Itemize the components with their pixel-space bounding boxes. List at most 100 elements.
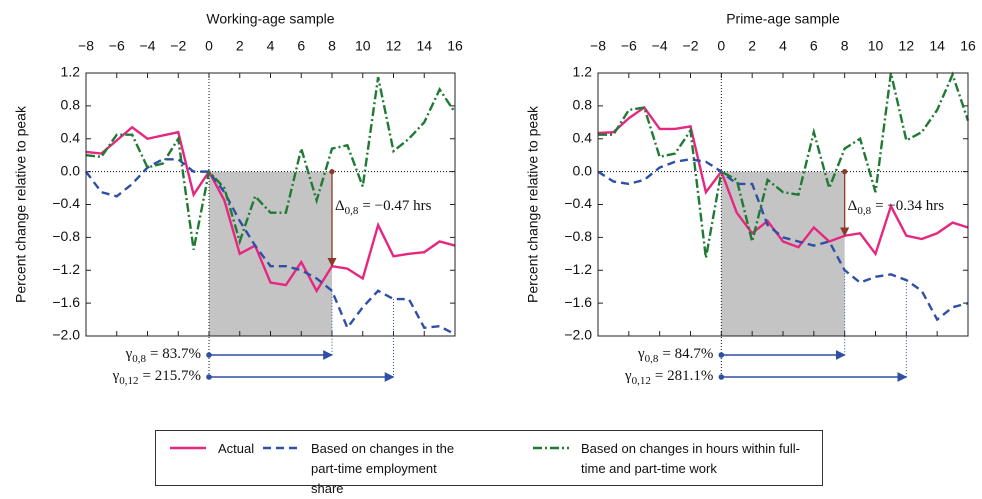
x-tick-label: 8 — [328, 38, 336, 54]
x-tick-label: 12 — [899, 38, 915, 54]
delta-label-subscript: 0,8 — [857, 204, 871, 216]
gamma-label-symbol: γ — [637, 346, 645, 362]
x-tick-label: 2 — [748, 38, 756, 54]
x-tick-label: 4 — [779, 38, 787, 54]
plot-frame — [597, 72, 969, 337]
gamma-label-text: = 84.7% — [662, 346, 713, 362]
gamma-dot — [206, 352, 212, 358]
y-tick-label: −0.4 — [564, 195, 592, 211]
series-line — [597, 105, 969, 257]
legend-entry: Based on changes in the part-time employ… — [261, 439, 466, 499]
delta-label-subscript: 0,8 — [345, 204, 359, 216]
gamma-label-subscript: 0,12 — [119, 375, 138, 387]
y-tick-label: −0.8 — [52, 228, 80, 244]
x-tick-label: −2 — [170, 38, 186, 54]
y-tick-label: −1.6 — [52, 294, 80, 310]
gamma-label: γ0,8 = 83.7% — [125, 346, 201, 364]
y-tick-label: 0.4 — [573, 129, 593, 145]
x-tick-label: 16 — [447, 38, 463, 54]
x-tick-label: −6 — [109, 38, 125, 54]
x-tick-label: −6 — [621, 38, 637, 54]
delta-label-text: = −0.34 hrs — [875, 198, 944, 214]
x-tick-label: 8 — [841, 38, 849, 54]
x-tick-label: 6 — [810, 38, 818, 54]
x-tick-label: −8 — [590, 38, 606, 54]
y-tick-label: 1.2 — [573, 64, 593, 80]
delta-dot — [842, 169, 848, 175]
gamma-label-text: = 215.7% — [143, 368, 201, 384]
series-line — [597, 158, 969, 322]
delta-dot — [329, 169, 335, 175]
gamma-label: γ0,12 = 281.1% — [624, 368, 713, 386]
x-tick-label: −8 — [78, 38, 94, 54]
gamma-label: γ0,12 = 215.7% — [112, 368, 201, 386]
y-tick-label: −0.8 — [564, 228, 592, 244]
gamma-label-symbol: γ — [125, 346, 133, 362]
y-tick-label: 0.0 — [573, 162, 593, 178]
delta-label-symbol: Δ — [848, 198, 858, 214]
x-tick-label: −2 — [683, 38, 699, 54]
legend-label: Actual — [218, 441, 255, 456]
series-line — [85, 158, 456, 336]
x-tick-label: 10 — [868, 38, 884, 54]
y-tick-label: −2.0 — [564, 327, 592, 343]
y-axis-label: Percent change relative to peak — [13, 105, 29, 303]
y-tick-label: −2.0 — [52, 327, 80, 343]
delta-label-symbol: Δ — [335, 198, 345, 214]
x-tick-label: 0 — [205, 38, 213, 54]
y-tick-label: −1.2 — [564, 261, 592, 277]
y-tick-label: −1.2 — [52, 261, 80, 277]
legend-entry: Actual — [168, 439, 268, 459]
series-line — [85, 76, 456, 250]
series-line — [598, 71, 970, 259]
legend-swatch — [533, 446, 569, 450]
gamma-dot — [206, 374, 212, 380]
gamma-dot — [718, 374, 725, 380]
x-tick-label: 6 — [297, 38, 305, 54]
y-axis-label: Percent change relative to peak — [525, 105, 541, 303]
x-tick-label: 10 — [355, 38, 371, 54]
y-tick-label: −0.4 — [52, 195, 80, 211]
gamma-label-subscript: 0,12 — [632, 375, 651, 387]
x-tick-label: 14 — [416, 38, 432, 54]
series-line — [85, 125, 456, 294]
y-tick-label: 0.8 — [61, 97, 81, 113]
x-tick-label: 0 — [717, 38, 725, 54]
chart: Working-age sample Percent change relativ… — [13, 11, 976, 387]
gamma-label-text: = 281.1% — [655, 368, 713, 384]
delta-label: Δ0,8 = −0.47 hrs — [335, 198, 432, 216]
x-tick-label: 2 — [236, 38, 244, 54]
x-tick-label: 14 — [929, 38, 945, 54]
shaded-region — [721, 171, 845, 336]
plot-frame — [85, 72, 456, 337]
y-tick-label: −1.6 — [564, 294, 592, 310]
legend-swatch — [263, 446, 299, 450]
y-tick-label: 0.8 — [573, 97, 593, 113]
gamma-label-subscript: 0,8 — [645, 353, 659, 365]
legend-label: Based on changes in the part-time employ… — [311, 441, 455, 496]
legend: Actual Based on changes in the part-time … — [155, 430, 823, 496]
chart-title: Working-age sample — [206, 11, 334, 27]
gamma-dot — [718, 352, 725, 358]
page: Working-age sample Percent change relativ… — [12, 10, 976, 496]
delta-label-text: = −0.47 hrs — [362, 198, 431, 214]
gamma-label-symbol: γ — [624, 368, 632, 384]
x-tick-label: −4 — [140, 38, 156, 54]
x-tick-label: −4 — [652, 38, 668, 54]
legend-swatch — [170, 446, 206, 450]
chart-title: Prime-age sample — [726, 11, 840, 27]
gamma-label: γ0,8 = 84.7% — [637, 346, 713, 364]
x-tick-label: 16 — [960, 38, 976, 54]
delta-label: Δ0,8 = −0.34 hrs — [848, 198, 945, 216]
y-tick-label: 0.0 — [61, 162, 81, 178]
legend-entry: Based on changes in hours within full-ti… — [531, 439, 821, 479]
y-tick-label: 1.2 — [61, 64, 81, 80]
y-tick-label: 0.4 — [61, 129, 81, 145]
legend-label: Based on changes in hours within full-ti… — [581, 441, 800, 476]
x-tick-label: 12 — [386, 38, 402, 54]
gamma-label-symbol: γ — [112, 368, 120, 384]
gamma-label-text: = 83.7% — [150, 346, 201, 362]
x-tick-label: 4 — [267, 38, 275, 54]
gamma-label-subscript: 0,8 — [132, 353, 146, 365]
shaded-region — [209, 171, 332, 336]
